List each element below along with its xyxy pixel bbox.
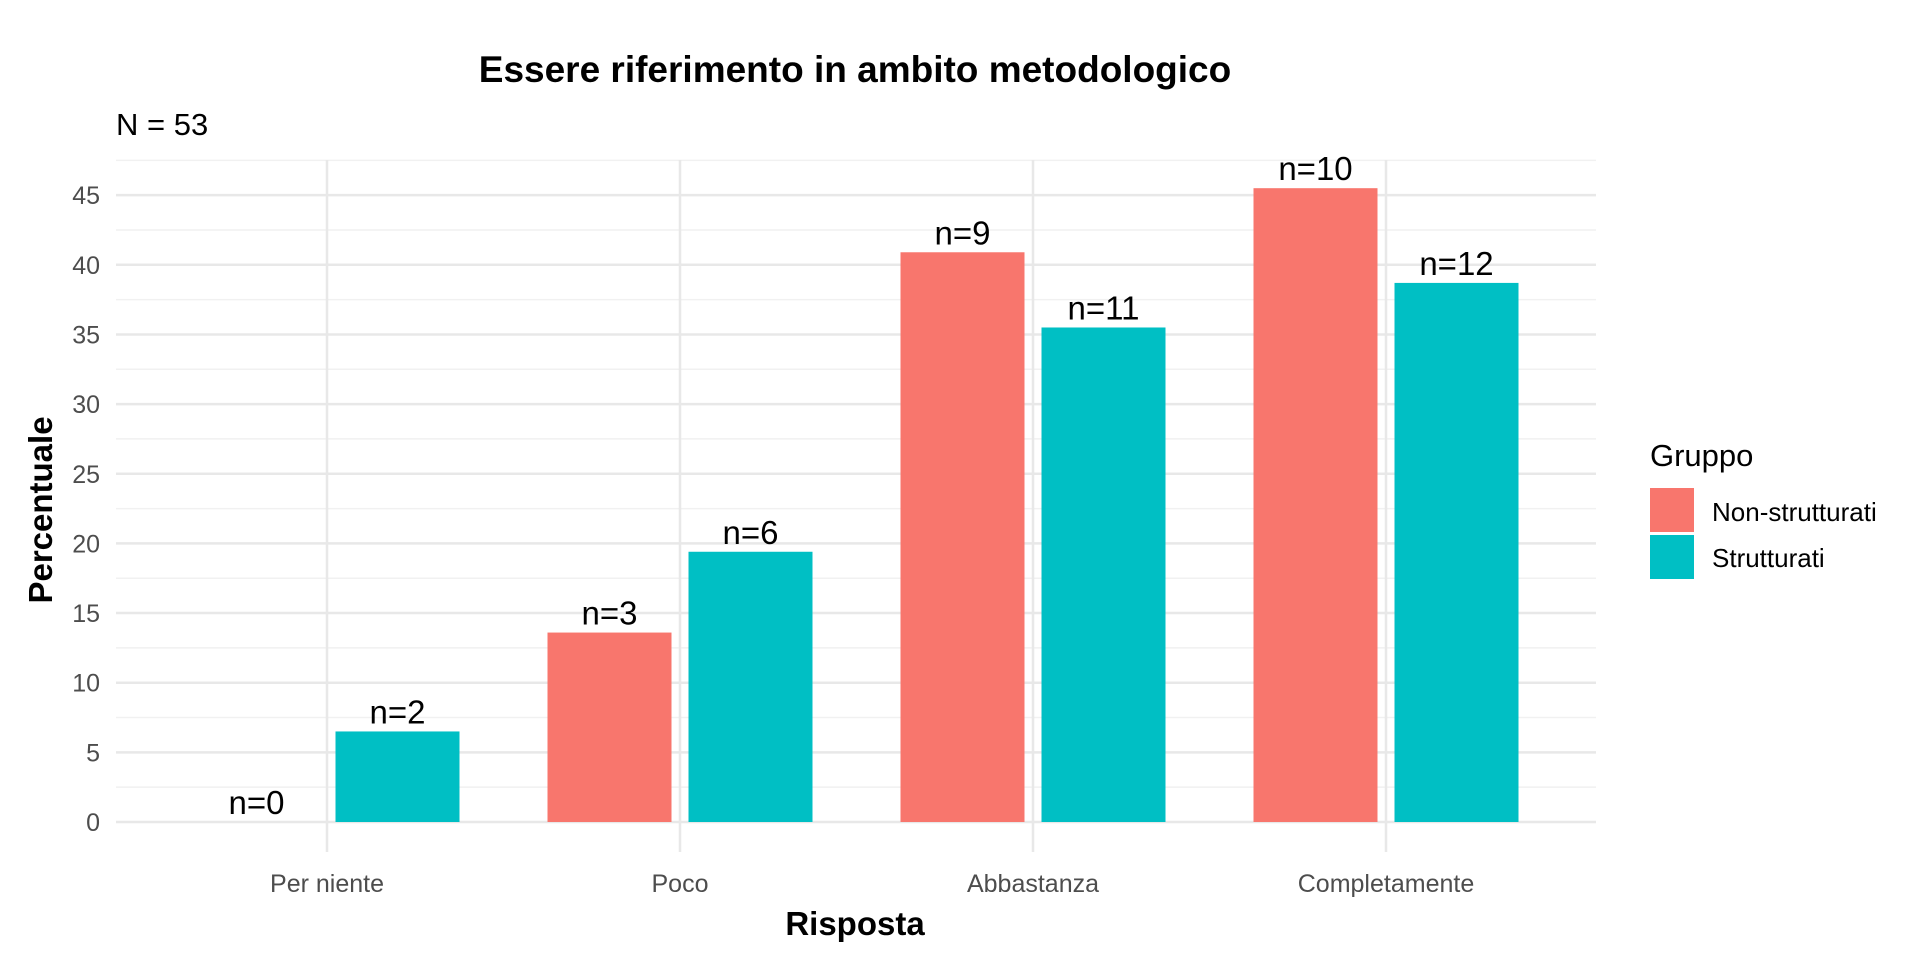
bar-data-label: n=3 bbox=[582, 595, 638, 632]
x-tick-label: Completamente bbox=[1298, 870, 1474, 898]
bar-data-label: n=11 bbox=[1068, 289, 1140, 326]
y-tick-label: 25 bbox=[72, 461, 100, 489]
y-tick-label: 20 bbox=[72, 530, 100, 558]
x-tick-label: Per niente bbox=[270, 870, 384, 898]
legend-swatch-strutturati bbox=[1650, 535, 1694, 579]
legend-title: Gruppo bbox=[1650, 438, 1753, 473]
x-tick-label: Poco bbox=[652, 870, 709, 898]
bar-non-strutturati bbox=[900, 252, 1025, 822]
bar-strutturati bbox=[1041, 327, 1166, 822]
y-tick-label: 40 bbox=[72, 252, 100, 280]
y-tick-label: 45 bbox=[72, 182, 100, 210]
x-tick-label: Abbastanza bbox=[967, 870, 1099, 898]
y-tick-label: 10 bbox=[72, 670, 100, 698]
chart-subtitle: N = 53 bbox=[116, 107, 208, 142]
legend-swatch-non-strutturati bbox=[1650, 488, 1694, 532]
y-axis-title: Percentuale bbox=[22, 416, 59, 603]
bar-strutturati bbox=[688, 551, 813, 822]
bar-data-label: n=6 bbox=[723, 514, 779, 551]
data-label-layer: n=0 n=3 n=9 n=10 n=2 n=6 n=11 n=12 bbox=[229, 150, 1494, 821]
bar-non-strutturati bbox=[1253, 188, 1378, 822]
y-tick-label: 0 bbox=[86, 809, 100, 837]
bar-data-label: n=2 bbox=[370, 693, 426, 730]
y-tick-label: 35 bbox=[72, 321, 100, 349]
y-tick-label: 5 bbox=[86, 739, 100, 767]
x-axis-title: Risposta bbox=[785, 905, 925, 942]
chart-title: Essere riferimento in ambito metodologic… bbox=[479, 49, 1231, 90]
bar-data-label: n=12 bbox=[1419, 245, 1493, 282]
bar-data-label: n=0 bbox=[229, 784, 285, 821]
legend: Gruppo Non-strutturati Strutturati bbox=[1650, 438, 1877, 579]
axis-layer: 0 5 10 15 20 25 30 35 40 45 Per niente Poco Abbastan… bbox=[72, 182, 1474, 898]
y-tick-label: 15 bbox=[72, 600, 100, 628]
bar-strutturati bbox=[1394, 282, 1519, 822]
bar-strutturati bbox=[335, 731, 460, 822]
legend-label-strutturati: Strutturati bbox=[1712, 543, 1825, 573]
y-tick-label: 30 bbox=[72, 391, 100, 419]
bar-data-label: n=9 bbox=[935, 214, 991, 251]
legend-label-non-strutturati: Non-strutturati bbox=[1712, 497, 1877, 527]
bar-non-strutturati bbox=[547, 632, 672, 822]
bar-data-label: n=10 bbox=[1278, 150, 1352, 187]
bar-layer bbox=[335, 188, 1519, 822]
